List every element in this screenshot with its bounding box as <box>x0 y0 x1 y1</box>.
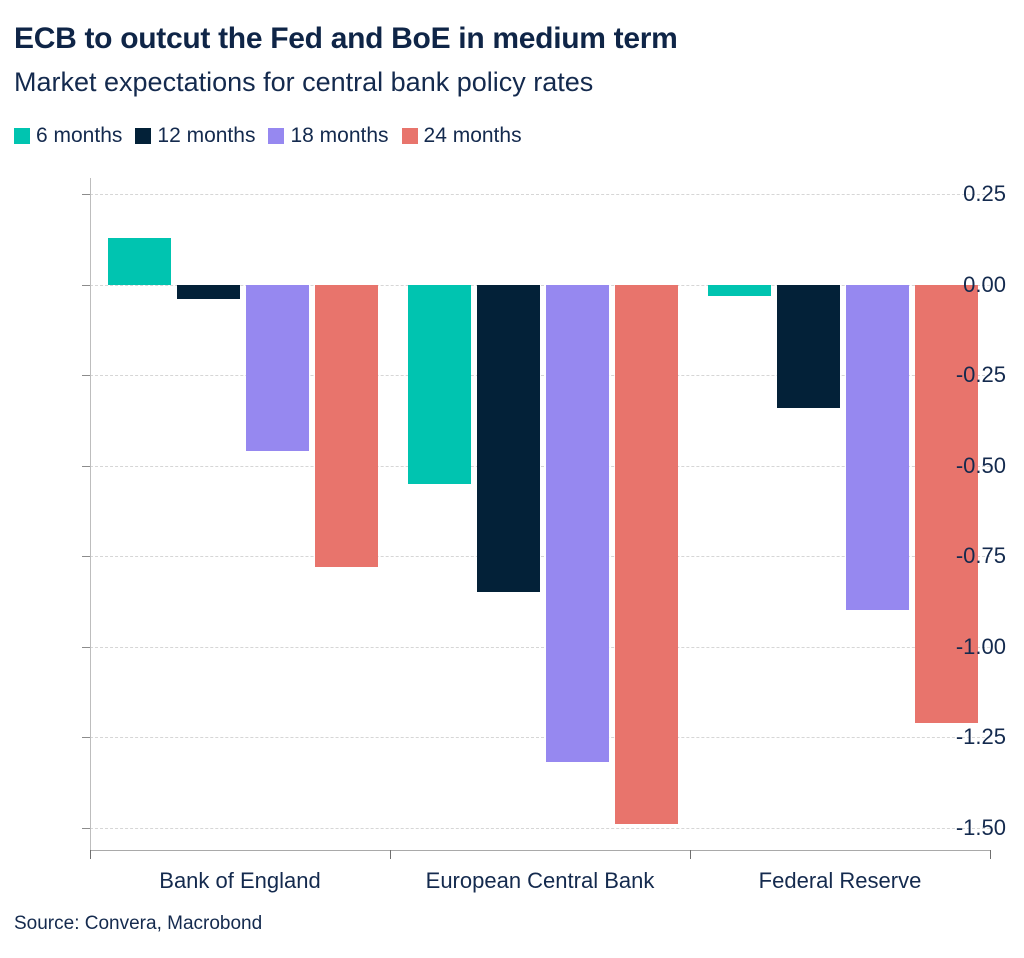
bar-18-months-bank-of-england <box>246 284 309 452</box>
x-axis-tick <box>390 850 391 859</box>
y-tick-label: -1.00 <box>955 633 1006 659</box>
x-axis-line <box>90 850 990 851</box>
bar-12-months-federal-reserve <box>777 284 840 408</box>
legend-item-12-months: 12 months <box>135 124 255 148</box>
x-axis-tick <box>90 850 91 859</box>
y-tick-label: -0.25 <box>955 362 1006 388</box>
gridline--0.25 <box>90 375 990 377</box>
y-tick-label: -0.75 <box>955 543 1006 569</box>
bar-6-months-bank-of-england <box>108 237 171 285</box>
x-axis-tick <box>690 850 691 859</box>
y-axis-tick <box>82 827 90 829</box>
gridline--1.00 <box>90 646 990 648</box>
legend-item-18-months: 18 months <box>268 123 389 148</box>
gridline--1.25 <box>90 737 990 739</box>
y-axis-tick <box>82 737 90 739</box>
category-label-federal-reserve: Federal Reserve <box>758 868 922 893</box>
bar-12-months-bank-of-england <box>177 284 240 300</box>
category-label-european-central-bank: European Central Bank <box>425 868 655 893</box>
y-axis-tick <box>82 556 90 558</box>
y-axis-tick <box>82 465 90 467</box>
chart-header: ECB to outcut the Fed and BoE in medium … <box>0 0 1024 148</box>
bar-24-months-federal-reserve <box>915 284 978 723</box>
gridline--0.75 <box>90 556 990 558</box>
bar-18-months-european-central-bank <box>546 284 609 763</box>
bar-24-months-european-central-bank <box>615 284 678 824</box>
bar-18-months-federal-reserve <box>846 284 909 611</box>
y-tick-label: 0.00 <box>963 271 1006 297</box>
y-axis-tick <box>82 375 90 377</box>
y-tick-label: -1.50 <box>955 814 1006 840</box>
legend-item-6-months: 6 months <box>14 124 122 148</box>
gridline-0.00 <box>90 284 990 286</box>
y-tick-label: 0.25 <box>963 181 1006 207</box>
chart-subtitle: Market expectations for central bank pol… <box>14 66 594 97</box>
y-axis-line <box>90 178 91 858</box>
legend-swatch-24-months <box>401 127 418 144</box>
bar-6-months-european-central-bank <box>408 284 471 484</box>
bar-12-months-european-central-bank <box>477 284 540 593</box>
gridline--1.50 <box>90 827 990 829</box>
legend-item-24-months: 24 months <box>401 123 522 148</box>
y-axis-tick <box>82 646 90 648</box>
chart-title: ECB to outcut the Fed and BoE in medium … <box>14 22 678 55</box>
source-note: Source: Convera, Macrobond <box>14 913 263 934</box>
bar-24-months-bank-of-england <box>315 284 378 567</box>
y-tick-label: -1.25 <box>955 724 1006 750</box>
y-axis-tick <box>82 194 90 196</box>
x-axis-tick <box>990 850 991 859</box>
y-axis-tick <box>82 284 90 286</box>
legend-label: 6 months <box>36 123 123 147</box>
category-label-bank-of-england: Bank of England <box>159 868 321 893</box>
legend: 6 months 12 months 18 months 24 months <box>14 124 1010 148</box>
legend-label: 18 months <box>290 123 389 147</box>
legend-swatch-18-months <box>268 127 285 144</box>
gridline--0.50 <box>90 465 990 467</box>
y-tick-label: -0.50 <box>955 452 1006 478</box>
legend-label: 24 months <box>423 123 522 147</box>
plot-area: Bank of England European Central Bank Fede… <box>82 178 991 893</box>
gridline-0.25 <box>90 194 990 196</box>
legend-label: 12 months <box>157 123 256 147</box>
legend-swatch-6-months <box>14 127 30 144</box>
bar-6-months-federal-reserve <box>708 284 771 296</box>
legend-swatch-12-months <box>135 127 152 144</box>
